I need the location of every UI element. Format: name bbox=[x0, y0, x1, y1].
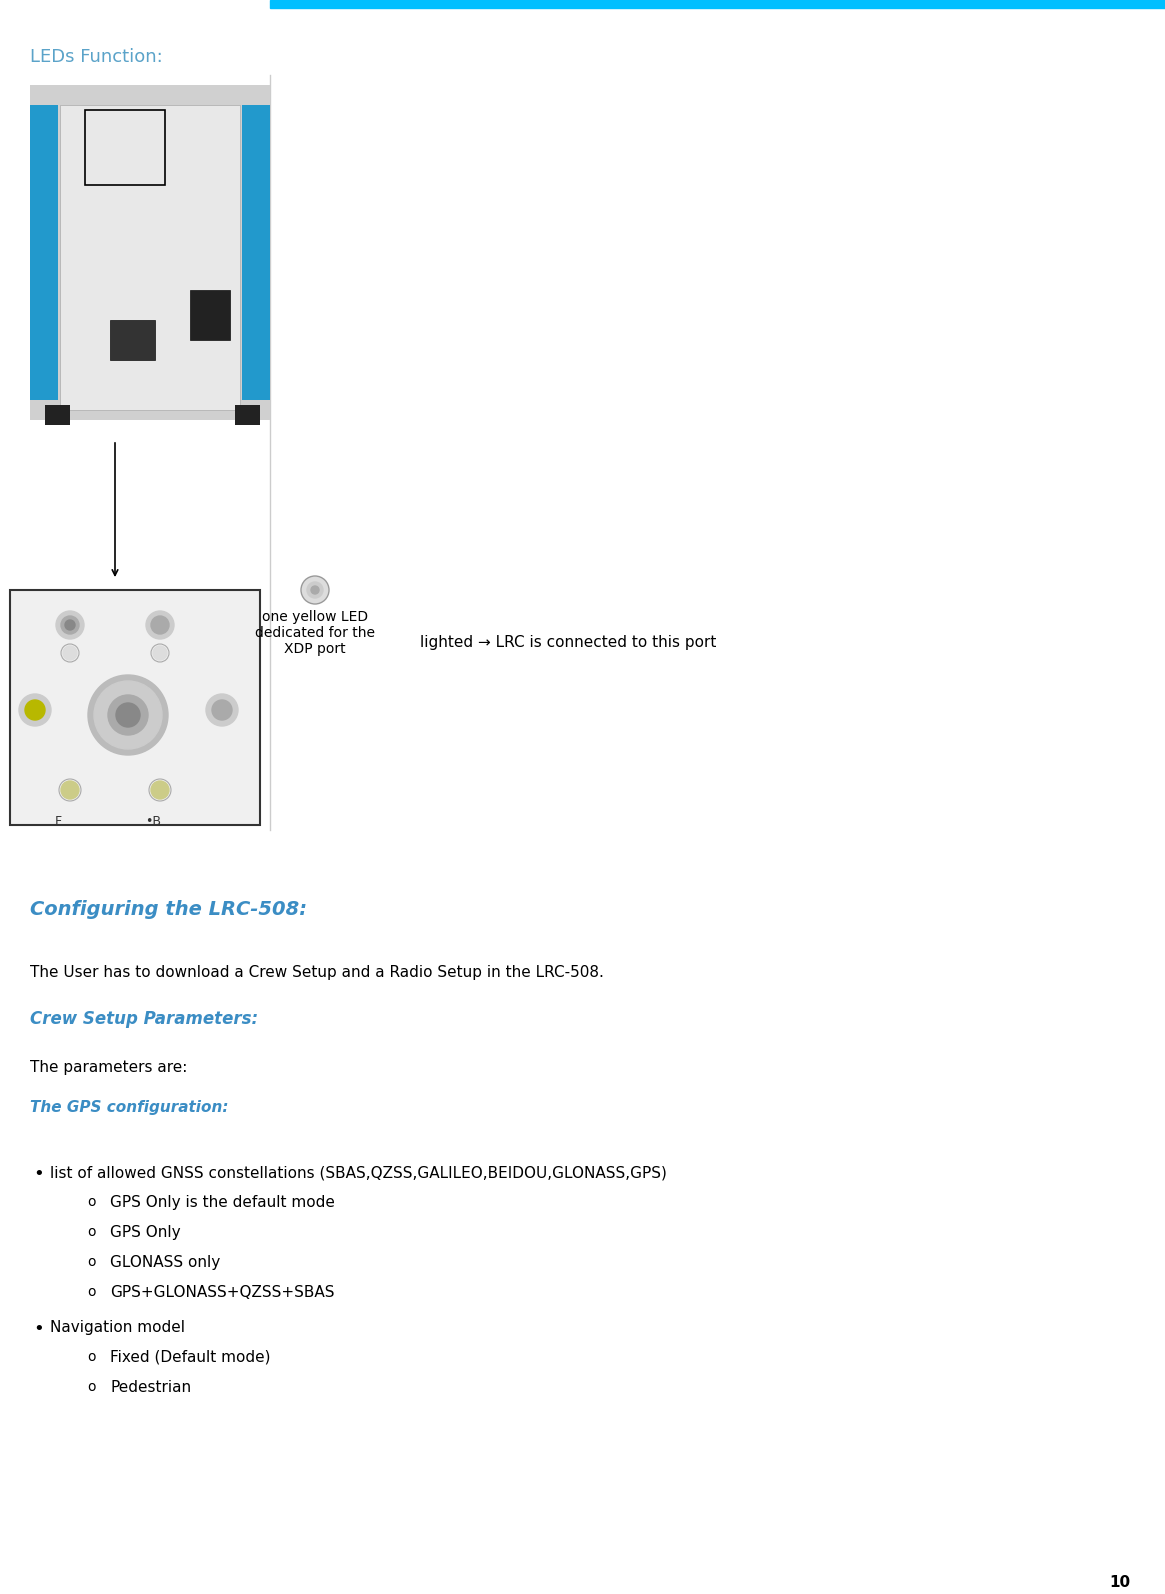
Text: •: • bbox=[33, 1165, 44, 1183]
Text: Crew Setup Parameters:: Crew Setup Parameters: bbox=[30, 1011, 259, 1028]
Bar bbox=[242, 105, 270, 400]
Circle shape bbox=[116, 703, 140, 727]
Circle shape bbox=[61, 781, 79, 799]
Circle shape bbox=[311, 587, 319, 595]
Circle shape bbox=[108, 695, 148, 735]
Circle shape bbox=[151, 615, 169, 634]
Text: The parameters are:: The parameters are: bbox=[30, 1060, 188, 1074]
Bar bbox=[235, 405, 260, 426]
Circle shape bbox=[61, 615, 79, 634]
Text: Fixed (Default mode): Fixed (Default mode) bbox=[110, 1350, 270, 1364]
Text: GPS Only: GPS Only bbox=[110, 1226, 181, 1240]
Text: o: o bbox=[87, 1285, 96, 1299]
Bar bbox=[61, 105, 240, 410]
Text: Pedestrian: Pedestrian bbox=[110, 1380, 191, 1395]
Text: The User has to download a Crew Setup and a Radio Setup in the LRC-508.: The User has to download a Crew Setup an… bbox=[30, 964, 603, 980]
Circle shape bbox=[302, 577, 329, 603]
Text: list of allowed GNSS constellations (SBAS,QZSS,GALILEO,BEIDOU,GLONASS,GPS): list of allowed GNSS constellations (SBA… bbox=[50, 1165, 666, 1180]
Text: o: o bbox=[87, 1226, 96, 1239]
Circle shape bbox=[153, 646, 167, 660]
Text: o: o bbox=[87, 1380, 96, 1395]
Circle shape bbox=[63, 646, 77, 660]
Text: GLONASS only: GLONASS only bbox=[110, 1254, 220, 1270]
Bar bbox=[30, 84, 270, 419]
Circle shape bbox=[24, 700, 45, 720]
Bar bbox=[10, 590, 260, 826]
Bar bbox=[110, 320, 155, 360]
Circle shape bbox=[19, 693, 51, 725]
Bar bbox=[30, 105, 58, 400]
Text: Navigation model: Navigation model bbox=[50, 1320, 185, 1336]
Text: The GPS configuration:: The GPS configuration: bbox=[30, 1100, 228, 1114]
Text: one yellow LED
dedicated for the
XDP port: one yellow LED dedicated for the XDP por… bbox=[255, 611, 375, 657]
Bar bbox=[85, 110, 165, 185]
Circle shape bbox=[89, 674, 168, 756]
Text: o: o bbox=[87, 1196, 96, 1208]
Circle shape bbox=[146, 611, 174, 639]
Bar bbox=[190, 290, 230, 340]
Text: 10: 10 bbox=[1109, 1575, 1130, 1589]
Text: •: • bbox=[33, 1320, 44, 1337]
Text: Configuring the LRC-508:: Configuring the LRC-508: bbox=[30, 901, 308, 920]
Text: GPS+GLONASS+QZSS+SBAS: GPS+GLONASS+QZSS+SBAS bbox=[110, 1285, 334, 1301]
Circle shape bbox=[308, 582, 323, 598]
Circle shape bbox=[212, 700, 232, 720]
Circle shape bbox=[56, 611, 84, 639]
Text: LEDs Function:: LEDs Function: bbox=[30, 48, 163, 65]
Circle shape bbox=[94, 681, 162, 749]
Text: o: o bbox=[87, 1254, 96, 1269]
Bar bbox=[270, 0, 1165, 8]
Text: lighted → LRC is connected to this port: lighted → LRC is connected to this port bbox=[421, 634, 716, 650]
Circle shape bbox=[65, 620, 75, 630]
Circle shape bbox=[151, 781, 169, 799]
Text: GPS Only is the default mode: GPS Only is the default mode bbox=[110, 1196, 334, 1210]
Bar bbox=[45, 405, 70, 426]
Text: o: o bbox=[87, 1350, 96, 1364]
Text: F: F bbox=[55, 815, 62, 827]
Circle shape bbox=[206, 693, 238, 725]
Text: •B: •B bbox=[144, 815, 161, 827]
